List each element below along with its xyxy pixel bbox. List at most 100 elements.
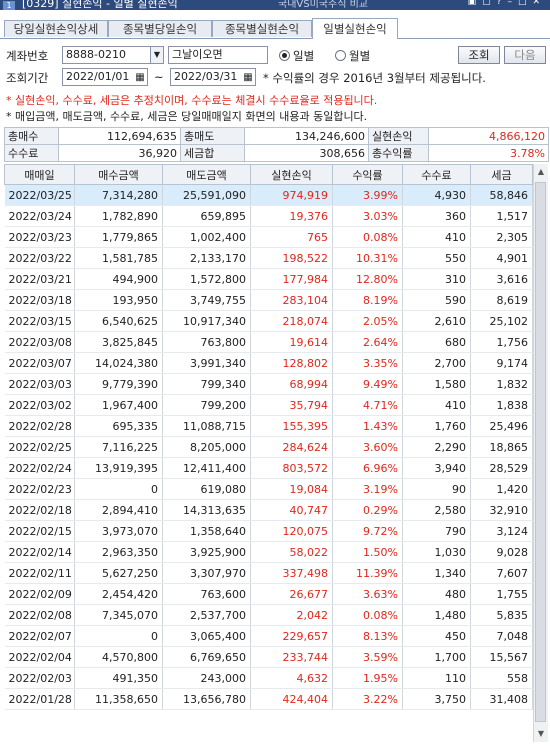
cell-return-rate: 3.22%	[332, 688, 403, 710]
tab-daily-realized-detail[interactable]: 당일실현손익상세	[4, 20, 108, 37]
account-label: 계좌번호	[6, 49, 49, 63]
cell-realized-pnl: 40,747	[250, 499, 333, 521]
table-row[interactable]: 2022/02/18 2,894,410 14,313,635 40,747 0.29%…	[4, 499, 533, 521]
tab-stock-realized-pnl[interactable]: 종목별실현손익	[212, 20, 312, 37]
table-row[interactable]: 2022/02/11 5,627,250 3,307,970 337,498 11.39…	[4, 562, 533, 584]
table-row[interactable]: 2022/02/24 13,919,395 12,411,400 803,572 6.9…	[4, 457, 533, 479]
col-fee[interactable]: 수수료	[402, 164, 471, 185]
col-buy-amount[interactable]: 매수금액	[74, 164, 163, 185]
table-row[interactable]: 2022/01/28 11,358,650 13,656,780 424,404 3.2…	[4, 688, 533, 710]
table-row[interactable]: 2022/03/07 14,024,380 3,991,340 128,802 3.35…	[4, 352, 533, 374]
table-row[interactable]: 2022/02/15 3,973,070 1,358,640 120,075 9.72%…	[4, 520, 533, 542]
radio-monthly[interactable]	[335, 50, 346, 61]
summary-table: 총매수 112,694,635 총매도 134,246,600 실현손익 4,8…	[4, 127, 549, 162]
table-row[interactable]: 2022/02/14 2,963,350 3,925,900 58,022 1.50% 1…	[4, 541, 533, 563]
cell-buy-amount: 2,963,350	[74, 541, 163, 563]
table-row[interactable]: 2022/03/22 1,581,785 2,133,170 198,522 10.31…	[4, 247, 533, 269]
table-row[interactable]: 2022/02/08 7,345,070 2,537,700 2,042 0.08% 1,…	[4, 604, 533, 626]
tab-stock-daily-pnl[interactable]: 종목별당일손익	[108, 20, 212, 37]
table-row[interactable]: 2022/03/21 494,900 1,572,800 177,984 12.80% 3…	[4, 268, 533, 290]
table-row[interactable]: 2022/02/28 695,335 11,088,715 155,395 1.43% 1…	[4, 415, 533, 437]
window-title-right: 국내VS미국주식 비교	[278, 0, 368, 10]
table-row[interactable]: 2022/03/24 1,782,890 659,895 19,376 3.03% 360…	[4, 205, 533, 227]
table-row[interactable]: 2022/03/25 7,314,280 25,591,090 974,919 3.99…	[4, 184, 533, 206]
table-row[interactable]: 2022/02/07 0 3,065,400 229,657 8.13% 450 7,048	[4, 625, 533, 647]
table-row[interactable]: 2022/03/18 193,950 3,749,755 283,104 8.19% 59…	[4, 289, 533, 311]
cell-sell-amount: 14,313,635	[162, 499, 251, 521]
table-header: 매매일 매수금액 매도금액 실현손익 수익률 수수료 세금	[4, 164, 533, 185]
cell-return-rate: 3.99%	[332, 184, 403, 206]
table-row[interactable]: 2022/03/03 9,779,390 799,340 68,994 9.49% 1,5…	[4, 373, 533, 395]
cell-return-rate: 8.13%	[332, 625, 403, 647]
cell-trade-date: 2022/03/25	[4, 184, 75, 206]
table-row[interactable]: 2022/02/09 2,454,420 763,600 26,677 3.63% 480…	[4, 583, 533, 605]
account-number: 8888-0210	[66, 48, 126, 61]
col-tax[interactable]: 세금	[470, 164, 533, 185]
account-select[interactable]: 8888-0210 ▼	[62, 46, 164, 64]
cell-sell-amount: 799,200	[162, 394, 251, 416]
realized-label: 실현손익	[368, 127, 429, 145]
col-realized-pnl[interactable]: 실현손익	[250, 164, 333, 185]
scroll-up-icon[interactable]: ▲	[537, 167, 545, 176]
cell-fee: 110	[402, 667, 471, 689]
cell-fee: 1,480	[402, 604, 471, 626]
table-row[interactable]: 2022/03/23 1,779,865 1,002,400 765 0.08% 410 2…	[4, 226, 533, 248]
tab-bar: 당일실현손익상세 종목별당일손익 종목별실현손익 일별실현손익	[0, 18, 550, 39]
cell-buy-amount: 6,540,625	[74, 310, 163, 332]
cell-sell-amount: 243,000	[162, 667, 251, 689]
calendar-icon[interactable]: ▦	[135, 72, 145, 83]
window-title: [0329] 실현손익 - 일별 실현손익	[22, 0, 178, 10]
notice-estimate: * 실현손익, 수수료, 세금은 추정치이며, 수수료는 체결시 수수료율로 적…	[6, 94, 378, 107]
cell-trade-date: 2022/02/18	[4, 499, 75, 521]
notice-same-content: * 매입금액, 매도금액, 수수료, 세금은 당일매매일지 화면의 내용과 동일…	[6, 110, 368, 123]
table-row[interactable]: 2022/02/03 491,350 243,000 4,632 1.95% 110 558	[4, 667, 533, 689]
vertical-scrollbar[interactable]: ▲ ▼	[533, 164, 548, 742]
cell-fee: 3,940	[402, 457, 471, 479]
table-row[interactable]: 2022/02/25 7,116,225 8,205,000 284,624 3.60%…	[4, 436, 533, 458]
total-sell-label: 총매도	[180, 127, 245, 145]
date-from-field[interactable]: 2022/01/01 ▦	[62, 68, 148, 86]
col-return-rate[interactable]: 수익률	[332, 164, 403, 185]
cell-tax: 3,124	[470, 520, 533, 542]
col-sell-amount[interactable]: 매도금액	[162, 164, 251, 185]
cell-sell-amount: 1,002,400	[162, 226, 251, 248]
date-to-field[interactable]: 2022/03/31 ▦	[170, 68, 256, 86]
scroll-down-icon[interactable]: ▼	[537, 729, 545, 738]
table-row[interactable]: 2022/03/15 6,540,625 10,917,340 218,074 2.05…	[4, 310, 533, 332]
table-row[interactable]: 2022/02/04 4,570,800 6,769,650 233,744 3.59%…	[4, 646, 533, 668]
table-row[interactable]: 2022/02/23 0 619,080 19,084 3.19% 90 1,420	[4, 478, 533, 500]
window-controls[interactable]: ▣▢?–□✕	[467, 0, 546, 7]
cell-sell-amount: 6,769,650	[162, 646, 251, 668]
cell-tax: 1,838	[470, 394, 533, 416]
cell-trade-date: 2022/03/03	[4, 373, 75, 395]
cell-sell-amount: 763,800	[162, 331, 251, 353]
radio-monthly-label: 월별	[349, 49, 371, 63]
cell-buy-amount: 5,627,250	[74, 562, 163, 584]
cell-buy-amount: 494,900	[74, 268, 163, 290]
table-row[interactable]: 2022/03/02 1,967,400 799,200 35,794 4.71% 410…	[4, 394, 533, 416]
cell-realized-pnl: 218,074	[250, 310, 333, 332]
col-trade-date[interactable]: 매매일	[4, 164, 75, 185]
scroll-thumb[interactable]	[535, 182, 546, 722]
cell-tax: 58,846	[470, 184, 533, 206]
cell-realized-pnl: 229,657	[250, 625, 333, 647]
next-button[interactable]: 다음	[504, 46, 546, 64]
cell-fee: 2,610	[402, 310, 471, 332]
cell-trade-date: 2022/03/02	[4, 394, 75, 416]
cell-realized-pnl: 765	[250, 226, 333, 248]
calendar-icon[interactable]: ▦	[243, 72, 253, 83]
cell-buy-amount: 2,894,410	[74, 499, 163, 521]
cell-buy-amount: 9,779,390	[74, 373, 163, 395]
chevron-down-icon[interactable]: ▼	[150, 46, 164, 64]
cell-return-rate: 0.29%	[332, 499, 403, 521]
tab-daily-realized-pnl[interactable]: 일별실현손익	[312, 18, 398, 39]
table-row[interactable]: 2022/03/08 3,825,845 763,800 19,614 2.64% 680…	[4, 331, 533, 353]
query-button[interactable]: 조회	[458, 46, 500, 64]
period-label: 조회기간	[6, 71, 49, 85]
realized-value: 4,866,120	[428, 127, 549, 145]
cell-trade-date: 2022/03/22	[4, 247, 75, 269]
cell-fee: 1,700	[402, 646, 471, 668]
cell-buy-amount: 2,454,420	[74, 583, 163, 605]
cell-trade-date: 2022/03/18	[4, 289, 75, 311]
radio-daily[interactable]	[279, 50, 290, 61]
